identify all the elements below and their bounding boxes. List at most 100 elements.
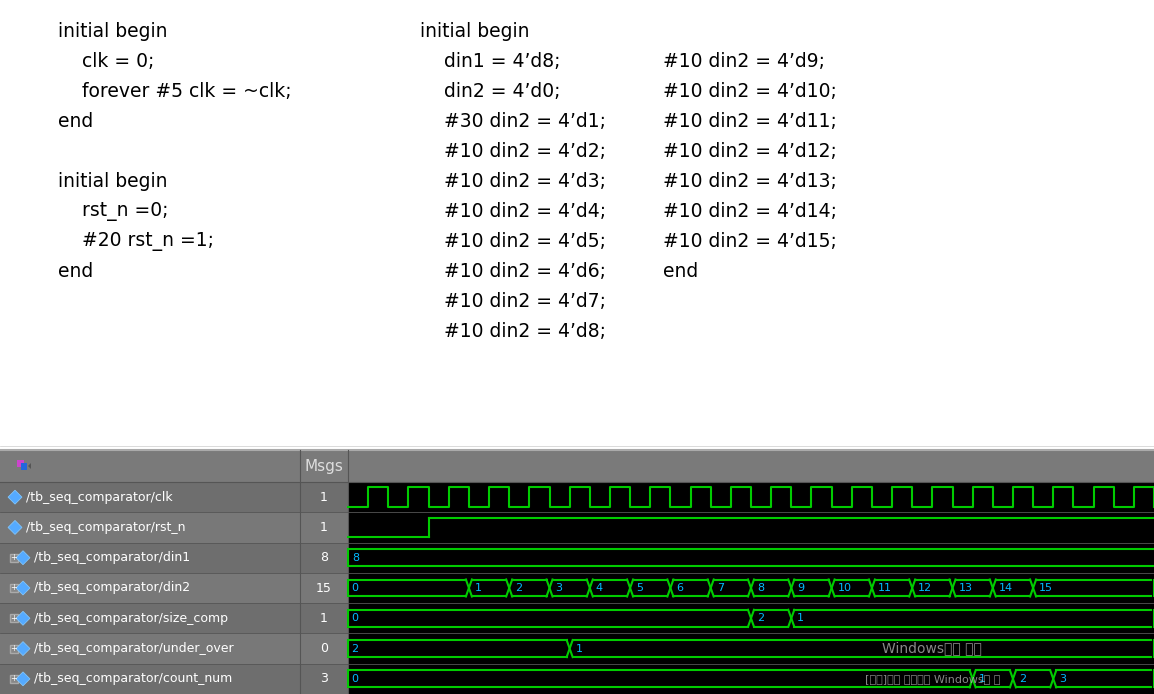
- Text: end: end: [58, 262, 93, 281]
- Text: 8: 8: [757, 583, 764, 593]
- Text: end: end: [664, 262, 698, 281]
- Text: 0: 0: [351, 674, 358, 684]
- Text: /tb_seq_comparator/size_comp: /tb_seq_comparator/size_comp: [33, 612, 228, 625]
- Polygon shape: [8, 490, 22, 504]
- Text: initial begin: initial begin: [58, 22, 167, 41]
- Text: 6: 6: [676, 583, 683, 593]
- Bar: [349, 543, 1154, 573]
- Text: initial begin: initial begin: [58, 172, 167, 191]
- Text: 2: 2: [515, 583, 523, 593]
- Text: 8: 8: [320, 551, 328, 564]
- Text: +: +: [10, 613, 17, 623]
- Text: #10 din2 = 4’d13;: #10 din2 = 4’d13;: [664, 172, 837, 191]
- Bar: [0, 663, 349, 694]
- Polygon shape: [16, 551, 30, 565]
- Text: #10 din2 = 4’d14;: #10 din2 = 4’d14;: [664, 202, 837, 221]
- Text: 15: 15: [316, 582, 332, 595]
- Text: #10 din2 = 4’d6;: #10 din2 = 4’d6;: [420, 262, 606, 281]
- Text: 12: 12: [919, 583, 932, 593]
- Text: /tb_seq_comparator/din2: /tb_seq_comparator/din2: [33, 582, 190, 595]
- Text: 3: 3: [1059, 674, 1066, 684]
- Text: #10 din2 = 4’d3;: #10 din2 = 4’d3;: [420, 172, 606, 191]
- Text: 0: 0: [351, 613, 358, 623]
- Text: 1: 1: [576, 643, 583, 654]
- Bar: [349, 482, 1154, 512]
- Text: +: +: [10, 644, 17, 653]
- Bar: [10, 614, 18, 623]
- Text: #30 din2 = 4’d1;: #30 din2 = 4’d1;: [420, 112, 606, 131]
- Text: #10 din2 = 4’d4;: #10 din2 = 4’d4;: [420, 202, 606, 221]
- Bar: [0, 450, 1154, 482]
- Text: +: +: [10, 675, 17, 684]
- Text: #20 rst_n =1;: #20 rst_n =1;: [58, 232, 213, 251]
- Text: 3: 3: [555, 583, 562, 593]
- Text: +: +: [10, 584, 17, 593]
- Text: 7: 7: [717, 583, 724, 593]
- Text: 2: 2: [351, 643, 358, 654]
- Text: din1 = 4’d8;: din1 = 4’d8;: [420, 52, 561, 71]
- Polygon shape: [16, 641, 30, 656]
- Bar: [349, 603, 1154, 634]
- Text: [설정]으로 이동하여 Windows를 정: [설정]으로 이동하여 Windows를 정: [864, 674, 1001, 684]
- Text: 0: 0: [320, 642, 328, 655]
- Text: din2 = 4’d0;: din2 = 4’d0;: [420, 82, 561, 101]
- Bar: [0, 634, 349, 663]
- Polygon shape: [28, 463, 31, 469]
- Bar: [0, 512, 349, 543]
- Text: clk = 0;: clk = 0;: [58, 52, 155, 71]
- Polygon shape: [8, 520, 22, 534]
- Text: 4: 4: [595, 583, 602, 593]
- Text: 8: 8: [352, 552, 359, 563]
- Text: 3: 3: [320, 672, 328, 686]
- Bar: [0, 573, 349, 603]
- Text: /tb_seq_comparator/clk: /tb_seq_comparator/clk: [27, 491, 173, 504]
- Text: #10 din2 = 4’d12;: #10 din2 = 4’d12;: [664, 142, 837, 161]
- Bar: [10, 645, 18, 652]
- Text: 10: 10: [838, 583, 852, 593]
- Text: 9: 9: [797, 583, 804, 593]
- Text: Msgs: Msgs: [305, 459, 344, 473]
- Text: 1: 1: [320, 491, 328, 504]
- Text: forever #5 clk = ~clk;: forever #5 clk = ~clk;: [58, 82, 292, 101]
- Text: +: +: [10, 553, 17, 562]
- Text: #10 din2 = 4’d11;: #10 din2 = 4’d11;: [664, 112, 837, 131]
- Text: initial begin: initial begin: [420, 22, 530, 41]
- Bar: [0, 482, 349, 512]
- Bar: [0, 450, 1154, 694]
- Text: 11: 11: [878, 583, 892, 593]
- Bar: [10, 584, 18, 592]
- Text: #10 din2 = 4’d15;: #10 din2 = 4’d15;: [664, 232, 837, 251]
- Text: Windows정품 인증: Windows정품 인증: [883, 641, 982, 656]
- Text: /tb_seq_comparator/rst_n: /tb_seq_comparator/rst_n: [27, 521, 186, 534]
- Bar: [349, 663, 1154, 694]
- Text: #10 din2 = 4’d8;: #10 din2 = 4’d8;: [420, 322, 606, 341]
- Text: #10 din2 = 4’d2;: #10 din2 = 4’d2;: [420, 142, 606, 161]
- Text: 15: 15: [1039, 583, 1054, 593]
- Bar: [10, 554, 18, 561]
- Text: rst_n =0;: rst_n =0;: [58, 202, 168, 221]
- Bar: [10, 675, 18, 683]
- Bar: [349, 573, 1154, 603]
- Text: #10 din2 = 4’d10;: #10 din2 = 4’d10;: [664, 82, 837, 101]
- Text: #10 din2 = 4’d5;: #10 din2 = 4’d5;: [420, 232, 606, 251]
- Text: 1: 1: [797, 613, 804, 623]
- Text: 1: 1: [979, 674, 986, 684]
- Text: /tb_seq_comparator/din1: /tb_seq_comparator/din1: [33, 551, 190, 564]
- Text: 0: 0: [351, 583, 358, 593]
- Bar: [349, 634, 1154, 663]
- Text: 5: 5: [636, 583, 643, 593]
- Bar: [349, 512, 1154, 543]
- Polygon shape: [16, 581, 30, 595]
- Text: 13: 13: [959, 583, 973, 593]
- Polygon shape: [17, 460, 24, 467]
- Text: /tb_seq_comparator/count_num: /tb_seq_comparator/count_num: [33, 672, 232, 686]
- Polygon shape: [16, 611, 30, 625]
- Text: #10 din2 = 4’d7;: #10 din2 = 4’d7;: [420, 292, 606, 311]
- Text: #10 din2 = 4’d9;: #10 din2 = 4’d9;: [664, 52, 825, 71]
- Text: end: end: [58, 112, 93, 131]
- Text: 1: 1: [475, 583, 482, 593]
- Text: 2: 2: [1019, 674, 1026, 684]
- Text: 1: 1: [320, 521, 328, 534]
- Bar: [0, 603, 349, 634]
- Text: 14: 14: [999, 583, 1013, 593]
